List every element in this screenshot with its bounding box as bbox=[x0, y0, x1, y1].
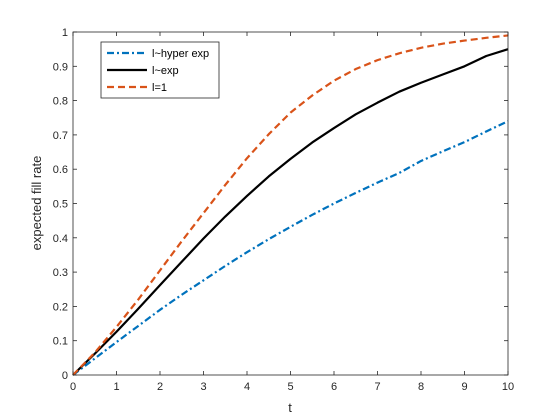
y-tick-label: 1 bbox=[62, 27, 68, 39]
x-tick-label: 8 bbox=[418, 381, 424, 393]
y-tick-label: 0.3 bbox=[53, 267, 68, 279]
x-tick-label: 9 bbox=[461, 381, 467, 393]
x-tick-label: 3 bbox=[200, 381, 206, 393]
y-tick-label: 0.1 bbox=[53, 336, 68, 348]
y-tick-label: 0.7 bbox=[53, 130, 68, 142]
y-tick-label: 0 bbox=[62, 370, 68, 382]
x-tick-label: 2 bbox=[157, 381, 163, 393]
series-layer bbox=[72, 34, 509, 376]
legend: l~hyper exp l~exp l=1 bbox=[100, 41, 220, 99]
y-tick-label: 0.5 bbox=[53, 199, 68, 211]
y-tick-label: 0.2 bbox=[53, 301, 68, 313]
x-tick-label: 1 bbox=[113, 381, 119, 393]
x-tick-label: 10 bbox=[502, 381, 514, 393]
y-tick-label: 0.6 bbox=[53, 164, 68, 176]
y-axis-label: expected fill rate bbox=[29, 156, 44, 251]
y-axis: 0 0.1 0.2 0.3 0.4 0.5 0.6 0.7 0.8 0.9 1 bbox=[53, 27, 508, 382]
y-tick-label: 0.4 bbox=[53, 233, 68, 245]
x-tick-label: 7 bbox=[374, 381, 380, 393]
legend-label: l=1 bbox=[152, 82, 167, 94]
series-line-l-1 bbox=[72, 34, 509, 376]
x-tick-label: 0 bbox=[70, 381, 76, 393]
legend-label: l~exp bbox=[152, 65, 179, 77]
series-line-l-exp bbox=[72, 48, 509, 376]
series-line-l-hyper-exp bbox=[72, 120, 509, 376]
legend-label: l~hyper exp bbox=[152, 48, 209, 60]
x-axis-label: t bbox=[288, 400, 292, 415]
x-axis: 0 1 2 3 4 5 6 7 8 9 10 bbox=[70, 32, 514, 393]
y-tick-label: 0.8 bbox=[53, 96, 68, 108]
legend-entries: l~hyper exp l~exp l=1 bbox=[107, 48, 209, 94]
x-tick-label: 5 bbox=[287, 381, 293, 393]
y-tick-label: 0.9 bbox=[53, 61, 68, 73]
x-tick-label: 6 bbox=[331, 381, 337, 393]
x-tick-label: 4 bbox=[244, 381, 250, 393]
